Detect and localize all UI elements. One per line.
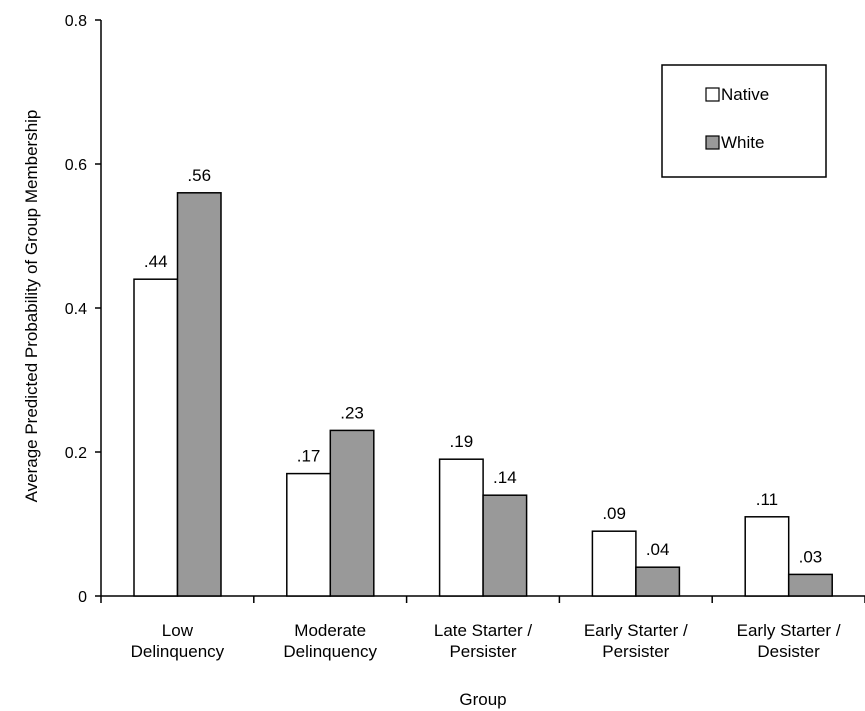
data-label: .44 [144, 252, 168, 271]
data-label: .04 [646, 540, 670, 559]
data-label: .14 [493, 468, 517, 487]
y-tick-label: 0.6 [65, 157, 87, 174]
category-label: Persister [602, 642, 669, 661]
y-tick-label: 0 [78, 589, 87, 606]
data-label: .11 [756, 490, 778, 509]
category-label: Desister [757, 642, 820, 661]
x-axis-title: Group [459, 690, 506, 709]
legend-label-native: Native [721, 85, 769, 104]
category-label: Early Starter / [737, 621, 841, 640]
legend-label-white: White [721, 133, 764, 152]
bar-native [133, 278, 179, 597]
data-label: .23 [340, 403, 364, 422]
data-label: .56 [187, 166, 211, 185]
data-label: .19 [450, 432, 474, 451]
data-label: .17 [297, 447, 321, 466]
plot-area: 0 0.2 0.4 0.6 0.8 .44 .56 Low Delinquency .17 .23 M… [65, 13, 865, 661]
bar-native [744, 516, 790, 597]
legend-swatch-white [705, 135, 720, 150]
data-label: .03 [799, 547, 823, 566]
category-label: Late Starter / [434, 621, 533, 640]
category-label: Delinquency [131, 642, 225, 661]
category-label: Early Starter / [584, 621, 688, 640]
bar-white [329, 429, 375, 597]
legend-box [661, 64, 827, 178]
y-axis-title: Average Predicted Probability of Group M… [22, 110, 41, 503]
legend-swatch-native [705, 87, 720, 102]
y-tick-label: 0.8 [65, 13, 87, 30]
category-label: Moderate [294, 621, 366, 640]
category-label: Persister [449, 642, 516, 661]
data-label: .09 [602, 504, 626, 523]
y-tick-label: 0.2 [65, 445, 87, 462]
y-tick-label: 0.4 [65, 301, 87, 318]
bar-native [591, 530, 637, 597]
bar-white [176, 192, 222, 597]
bar-native [286, 472, 332, 597]
bar-white [635, 566, 681, 597]
bar-native [438, 458, 484, 597]
bar-white [787, 573, 833, 597]
category-label: Low [162, 621, 194, 640]
legend: Native White [661, 64, 827, 178]
bar-white [482, 494, 528, 597]
category-label: Delinquency [283, 642, 377, 661]
